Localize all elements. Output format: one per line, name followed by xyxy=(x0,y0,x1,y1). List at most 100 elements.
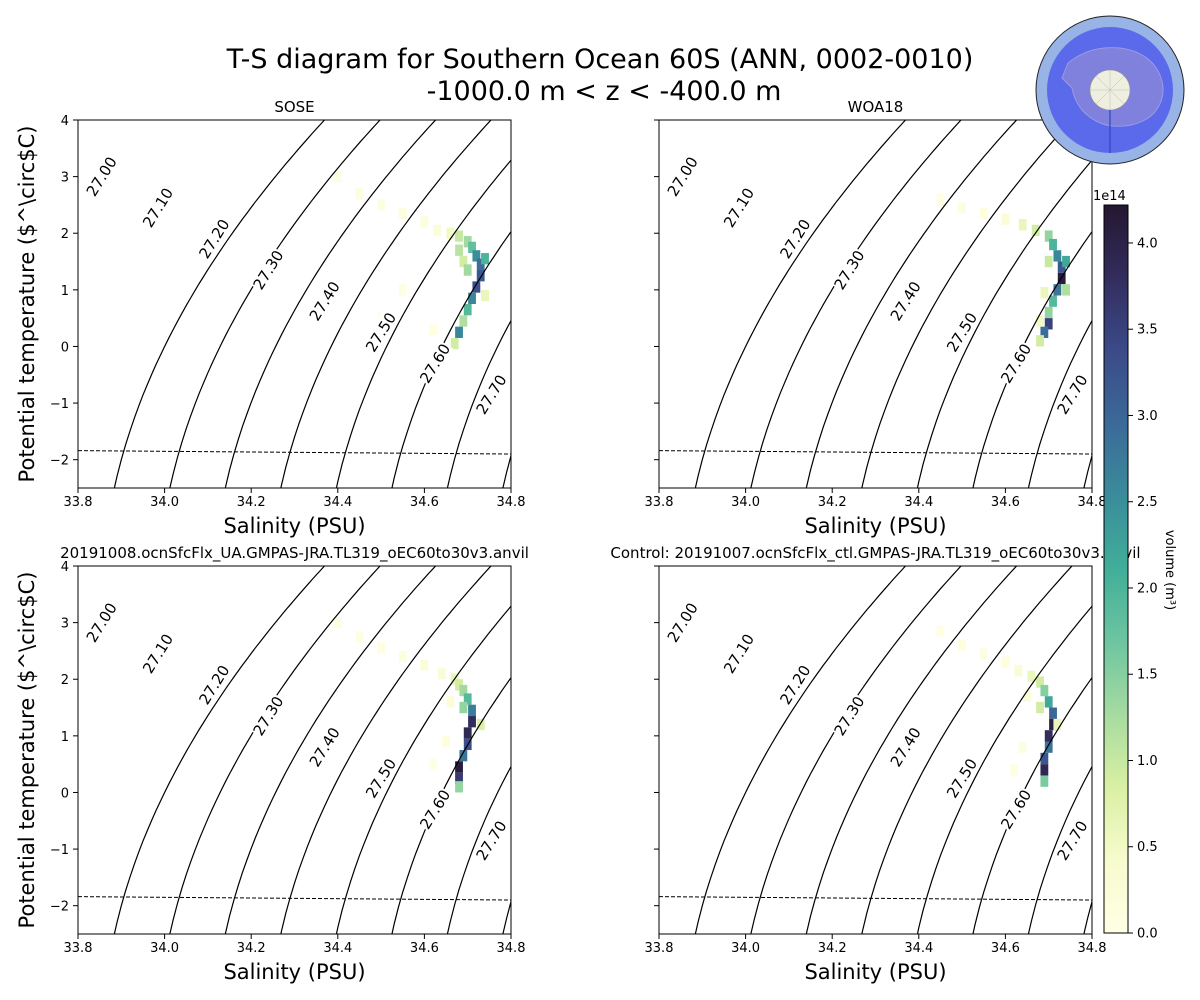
isopycnal-line xyxy=(861,566,1073,934)
heatmap-cell xyxy=(1049,295,1057,307)
x-tick-label: 34.4 xyxy=(323,941,352,956)
heatmap-cell xyxy=(1049,707,1057,719)
isopycnal-label-bg xyxy=(472,817,511,865)
heatmap-cell xyxy=(476,718,485,731)
isopycnal-line xyxy=(113,120,326,488)
heatmap-cell xyxy=(1044,696,1053,708)
x-tick-label: 34.2 xyxy=(237,495,266,510)
isopycnal-label: 27.60 xyxy=(997,340,1035,386)
heatmap-cell xyxy=(1036,701,1044,714)
isopycnal-label-bg xyxy=(361,754,401,802)
y-tick-label: −2 xyxy=(50,454,69,469)
heatmap-cell xyxy=(1053,718,1062,731)
isopycnal-line xyxy=(113,566,326,934)
panel-title: 20191008.ocnSfcFlx_UA.GMPAS-JRA.TL319_oE… xyxy=(60,544,529,563)
axes-frame xyxy=(77,565,512,935)
colorbar-tick-label: 0.0 xyxy=(1137,927,1158,942)
heatmap-cell xyxy=(437,667,446,680)
isopycnal-label-bg xyxy=(195,661,234,709)
heatmap-cell xyxy=(355,631,364,643)
isopycnal-line xyxy=(805,120,1018,488)
heatmap-cell xyxy=(463,693,472,705)
heatmap-cell xyxy=(459,255,468,268)
heatmap-cell xyxy=(398,284,407,296)
y-tick-label: 0 xyxy=(61,786,69,801)
heatmap-cell xyxy=(936,193,945,205)
isopycnal-line xyxy=(335,159,511,488)
heatmap-cell xyxy=(1044,306,1053,319)
x-axis-label: Salinity (PSU) xyxy=(804,514,946,538)
isopycnal-label: 27.70 xyxy=(473,372,511,418)
isopycnal-label-bg xyxy=(719,630,759,678)
heatmap-cell xyxy=(1031,224,1040,237)
y-axis-label: Potential temperature ($^\circ$C) xyxy=(15,572,39,929)
colorbar-tick-label: 0.5 xyxy=(1137,840,1158,855)
isopycnal-label-bg xyxy=(830,692,869,740)
heatmap-cell xyxy=(1001,656,1010,668)
isopycnal-label: 27.40 xyxy=(887,278,925,324)
heatmap-cell xyxy=(1053,284,1062,296)
heatmap-cell xyxy=(446,696,455,708)
y-tick-label: −1 xyxy=(50,397,69,412)
isopycnal-label: 27.70 xyxy=(473,818,511,864)
colorbar-tick-label: 2.0 xyxy=(1137,581,1158,596)
heatmap-cell xyxy=(468,704,476,717)
heatmap-cell xyxy=(377,642,386,654)
heatmap-cell xyxy=(455,326,463,338)
isopycnal-label: 27.60 xyxy=(416,786,454,832)
isopycnal-label-bg xyxy=(82,599,122,647)
isopycnal-label-bg xyxy=(415,340,455,387)
heatmap-cell xyxy=(450,337,459,350)
isopycnal-line xyxy=(916,605,1092,934)
heatmap-cell xyxy=(1040,287,1049,299)
x-axis-label: Salinity (PSU) xyxy=(804,960,946,984)
heatmap-cell xyxy=(476,258,485,271)
isopycnal-line xyxy=(335,605,511,934)
heatmap-cell xyxy=(1023,690,1031,702)
isopycnal-line xyxy=(1127,668,1200,1000)
x-tick-label: 34.8 xyxy=(1078,495,1107,510)
heatmap-cell xyxy=(446,227,455,239)
heatmap-cell xyxy=(1044,318,1053,330)
x-tick-label: 34.0 xyxy=(731,495,760,510)
isopycnal-label: 27.10 xyxy=(720,185,758,231)
x-tick-label: 34.4 xyxy=(323,495,352,510)
isopycnal-label-bg xyxy=(195,215,234,263)
isopycnal-label: 27.40 xyxy=(887,724,925,770)
heatmap-cell xyxy=(333,170,342,183)
isopycnal-label-bg xyxy=(1053,371,1092,419)
freezing-line xyxy=(659,896,1092,901)
heatmap-cell xyxy=(468,716,476,728)
colorbar-tick-label: 4.0 xyxy=(1137,236,1158,251)
heatmap-cell xyxy=(958,202,967,214)
heatmap-cell xyxy=(936,625,945,637)
isopycnal-label-bg xyxy=(886,277,926,325)
heatmap-cell xyxy=(1014,665,1023,677)
heatmap-cell xyxy=(1044,230,1053,242)
heatmap-cell xyxy=(1040,775,1049,787)
isopycnal-line xyxy=(916,159,1092,488)
isopycnal-line xyxy=(1027,319,1092,488)
isopycnal-label-bg xyxy=(663,599,703,647)
colorbar-exponent: 1e14 xyxy=(1093,189,1126,204)
heatmap-cell xyxy=(420,659,429,671)
axes-frame xyxy=(658,119,1093,489)
heatmap-cell xyxy=(398,650,407,663)
heatmap-cell xyxy=(1062,284,1070,296)
heatmap-cell xyxy=(979,207,988,220)
isopycnal-line xyxy=(280,566,492,934)
heatmap-cell xyxy=(433,224,442,237)
heatmap-cell xyxy=(420,216,429,228)
heatmap-cell xyxy=(1057,261,1066,273)
heatmap-cell xyxy=(455,679,463,691)
isopycnal-label-bg xyxy=(719,184,759,232)
isopycnal-label-bg xyxy=(305,277,345,325)
isopycnal-label-bg xyxy=(249,692,288,740)
x-tick-label: 34.6 xyxy=(991,495,1020,510)
heatmap-cell xyxy=(1027,670,1036,683)
x-tick-label: 33.8 xyxy=(645,941,674,956)
x-tick-label: 33.8 xyxy=(64,941,93,956)
heatmap-cell xyxy=(472,250,481,262)
isopycnal-label: 27.30 xyxy=(250,693,288,739)
